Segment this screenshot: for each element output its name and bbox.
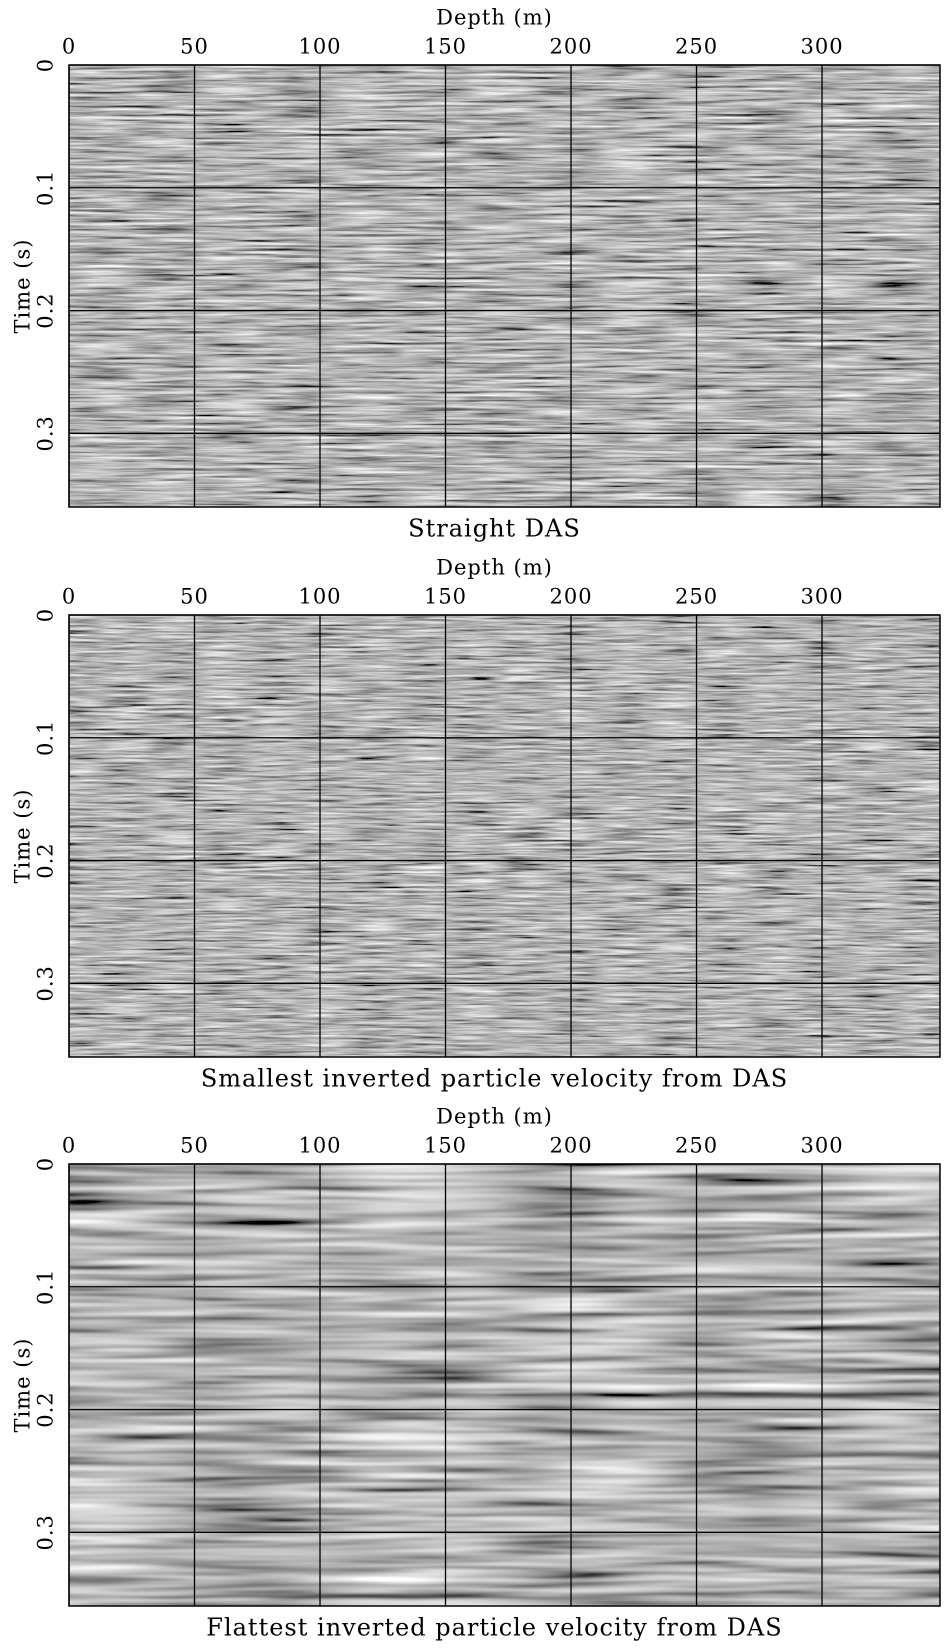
y-tick-label: 0 [34, 608, 58, 622]
x-tick-label: 50 [180, 585, 209, 609]
x-tick-label: 50 [180, 35, 209, 59]
y-axis-label: Time (s) [11, 1338, 35, 1433]
x-tick-label: 50 [180, 1134, 209, 1158]
y-tick-label: 0 [34, 58, 58, 72]
x-tick-label: 100 [298, 1134, 341, 1158]
y-tick-label: 0.3 [34, 965, 58, 1001]
x-tick-label: 200 [549, 585, 592, 609]
x-tick-label: 100 [298, 585, 341, 609]
x-tick-label: 150 [424, 585, 467, 609]
x-tick-label: 250 [675, 35, 718, 59]
chart-title: Straight DAS [408, 515, 581, 543]
plot-frame [68, 64, 941, 508]
x-axis-label: Depth (m) [436, 1105, 553, 1129]
y-tick-label: 0.1 [34, 720, 58, 756]
chart-title: Flattest inverted particle velocity from… [206, 1614, 782, 1642]
x-tick-label: 200 [549, 1134, 592, 1158]
x-tick-label: 250 [675, 1134, 718, 1158]
x-tick-label: 150 [424, 1134, 467, 1158]
x-tick-label: 300 [800, 35, 843, 59]
y-tick-label: 0.2 [34, 292, 58, 328]
y-tick-label: 0.2 [34, 842, 58, 878]
y-tick-label: 0.1 [34, 170, 58, 206]
y-axis-label: Time (s) [11, 239, 35, 334]
x-tick-label: 150 [424, 35, 467, 59]
x-tick-label: 0 [62, 585, 76, 609]
x-tick-label: 250 [675, 585, 718, 609]
y-tick-label: 0.1 [34, 1269, 58, 1305]
y-tick-label: 0.3 [34, 1514, 58, 1550]
seismic-image [69, 1164, 940, 1606]
y-tick-label: 0 [34, 1157, 58, 1171]
x-tick-label: 300 [800, 1134, 843, 1158]
y-tick-label: 0.2 [34, 1391, 58, 1427]
seismic-image [69, 615, 940, 1057]
chart-title: Smallest inverted particle velocity from… [201, 1065, 788, 1093]
x-tick-label: 300 [800, 585, 843, 609]
x-axis-label: Depth (m) [436, 556, 553, 580]
x-tick-label: 0 [62, 35, 76, 59]
plot-frame [68, 614, 941, 1058]
y-axis-label: Time (s) [11, 789, 35, 884]
seismic-image [69, 65, 940, 507]
x-tick-label: 0 [62, 1134, 76, 1158]
x-tick-label: 100 [298, 35, 341, 59]
x-tick-label: 200 [549, 35, 592, 59]
x-axis-label: Depth (m) [436, 6, 553, 30]
plot-frame [68, 1163, 941, 1607]
y-tick-label: 0.3 [34, 415, 58, 451]
